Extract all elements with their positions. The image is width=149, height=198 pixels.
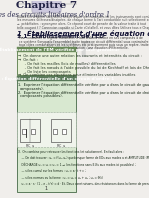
Text: Méthode : Établissement de l'EM vérifiée par une grandeur: Méthode : Établissement de l'EM vérifiée… — [0, 47, 120, 52]
Text: Chapitre 7: Chapitre 7 — [16, 1, 77, 10]
Bar — [62, 129, 66, 134]
Text: RC  u: RC u — [26, 144, 35, 148]
Text: - On fait les mailles (lois de mailles) différentielles: - On fait les mailles (lois de mailles) … — [18, 62, 116, 66]
Text: →  On fait :: → On fait : — [18, 58, 38, 62]
Bar — [31, 129, 35, 134]
Text: →  prédéfaites : synonyme alors. Ce répond court de pensée de la valeur traite à: → prédéfaites : synonyme alors. Ce répon… — [17, 22, 146, 26]
Text: 1: 1 — [45, 186, 48, 191]
Text: 1  Établissement d'une équation différentielle: 1 Établissement d'une équation différent… — [17, 29, 149, 37]
Text: — On doit trouver : u₁ = f(u₁, u₂) quelconque forme de EDs aux modes a et AMPLIT: — On doit trouver : u₁ = f(u₁, u₂) quelc… — [18, 156, 149, 160]
Bar — [17, 47, 76, 75]
Bar — [20, 119, 40, 142]
Bar — [51, 119, 71, 142]
Text: 1.  Exprimer l'équation différentielle vérifiée par u dans le circuit de gauche : 1. Exprimer l'équation différentielle vé… — [18, 83, 149, 87]
Text: ce système (lorsquels l'ensemble) traite toutes ce circuit différentiel sous con: ce système (lorsquels l'ensemble) traite… — [19, 40, 149, 44]
Text: 1.1  Établissement de l'ED: 1.1 Établissement de l'ED — [17, 34, 104, 39]
Bar — [17, 112, 76, 147]
Text: →  On donne une autre relation les courants et intensités du circuit :: → On donne une autre relation les couran… — [18, 54, 142, 58]
FancyBboxPatch shape — [32, 0, 61, 13]
Text: Pour considérer le régime transitoire, il faut d'abord mettre en ses composés à : Pour considérer le régime transitoire, i… — [19, 36, 142, 40]
Text: u₁ = a · s · (1 – e – t/τ) = d · Et. Deux construisons, des résistances dans la : u₁ = a · s · (1 – e – t/τ) = d · Et. Deu… — [18, 182, 149, 186]
Bar — [17, 76, 76, 81]
Text: RC  u: RC u — [57, 144, 66, 148]
Bar — [53, 129, 57, 134]
Text: stiles dans son procédure avec ces fonction : une équation différentielle.: stiles dans son procédure avec ces fonct… — [19, 47, 128, 50]
Text: 3.  On combine pour retrouver les fonctions (et solutionner). En fauli alors :: 3. On combine pour retrouver les fonctio… — [18, 150, 124, 154]
Text: tous côtes combinaisons et les systèmes etc pratiquement puis sous un repère, tr: tous côtes combinaisons et les systèmes … — [19, 43, 149, 47]
Text: Etudes des circuits linéaires d'ordre 1: Etudes des circuits linéaires d'ordre 1 — [0, 11, 111, 19]
Text: les mesures scléroses/dissipées, de chaque borne à l'art conductible suit sélect: les mesures scléroses/dissipées, de chaq… — [17, 18, 149, 22]
Text: 2.  Exprimer l'équation différentielle vérifiée par u dans le circuit de droite : 2. Exprimer l'équation différentielle vé… — [18, 91, 149, 95]
Text: Exemple : Équation différentielle d'un circuit d'ordre 1: Exemple : Équation différentielle d'un c… — [0, 76, 114, 81]
Text: telle courant f ? Connexion capable si Carte cCo(allel), et vous dîtes Utilisez : telle courant f ? Connexion capable si C… — [17, 26, 149, 30]
Text: - On liste les composants: - On liste les composants — [18, 69, 71, 73]
Text: composants possibles).: composants possibles). — [20, 94, 63, 98]
Bar — [22, 129, 26, 134]
Text: — si les normes ou la forme : u₁ = u₂ = u₃ + u₄ ; u₁ = θ(t): — si les normes ou la forme : u₁ = u₂ = … — [18, 176, 103, 180]
Text: PDF: PDF — [45, 41, 95, 61]
Text: composants).: composants). — [20, 87, 45, 90]
Bar — [17, 76, 76, 192]
Bar — [17, 47, 76, 52]
Text: →  On combine ces équations pour éliminer les variables inutiles: → On combine ces équations pour éliminer… — [18, 73, 136, 77]
Text: toutes les origines naturelles, forces lequel les transistors tel les instrument: toutes les origines naturelles, forces l… — [17, 15, 149, 19]
Text: — si les cumul sur les formes : u₁ = a · t + c ;: — si les cumul sur les formes : u₁ = a ·… — [18, 169, 86, 173]
Text: DÉCHARGE u₁ = u, = u₁ = 1 →  les fonctions sans E-Ks aux modes ici possibles) ;: DÉCHARGE u₁ = u, = u₁ = 1 → les fonction… — [18, 163, 136, 167]
Text: - On fait les nœuds à l'aide possible du loi de Kirchhoff et lois de Ohm: - On fait les nœuds à l'aide possible du… — [18, 66, 149, 70]
